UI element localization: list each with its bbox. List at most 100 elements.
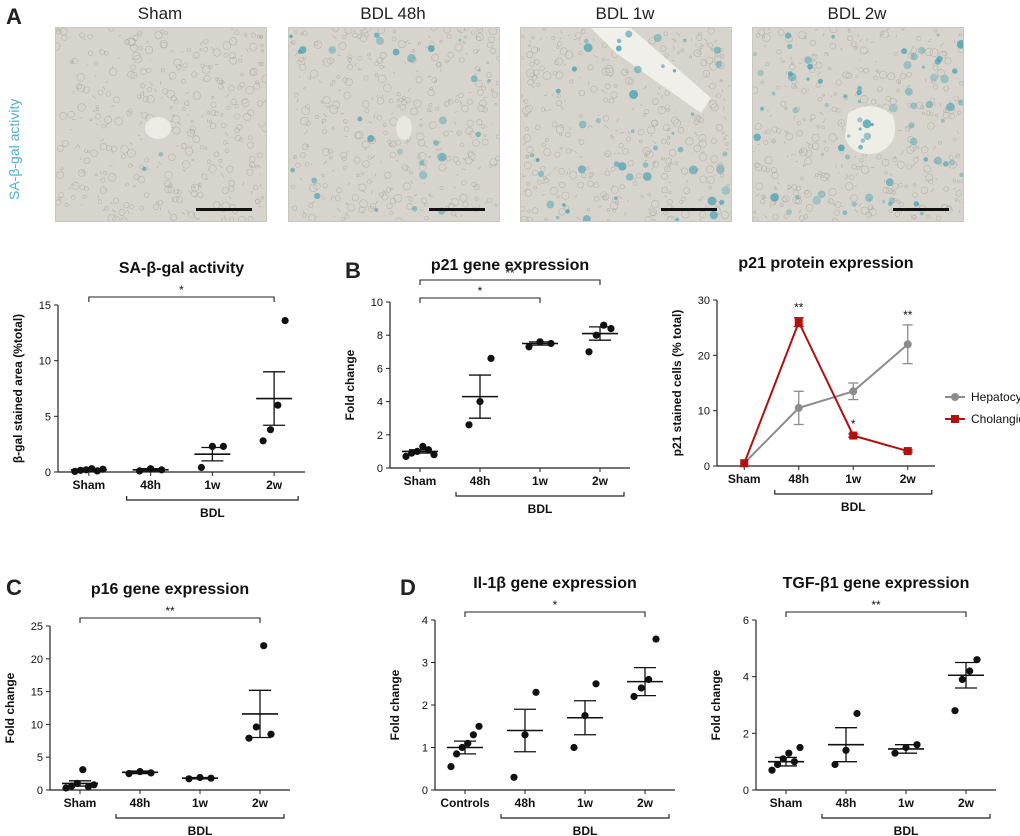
significance-label: ** [903, 308, 913, 322]
y-axis-label: p21 stained cells (% total) [670, 310, 684, 457]
group-label: BDL [573, 824, 598, 836]
stain-spots [142, 152, 164, 172]
data-point [419, 442, 427, 450]
data-point [903, 340, 912, 349]
data-point [90, 781, 98, 789]
y-tick-label: 4 [422, 615, 428, 627]
x-tick-label: Controls [440, 796, 490, 810]
significance-bracket [79, 617, 261, 623]
data-point [447, 763, 455, 771]
legend-marker [951, 415, 959, 423]
data-point [79, 766, 87, 774]
x-tick-label: 1w [577, 796, 594, 810]
y-tick-label: 0 [37, 785, 43, 797]
group-label: BDL [894, 824, 919, 836]
panel-letter-a: A [6, 4, 22, 29]
x-tick-label: 2w [637, 796, 654, 810]
y-tick-label: 0 [45, 467, 51, 479]
data-point [475, 722, 483, 730]
group-label: BDL [528, 502, 553, 516]
significance-bracket [464, 611, 646, 617]
x-tick-label: 1w [192, 796, 209, 810]
micrograph-title-bdl-48h: BDL 48h [360, 4, 426, 23]
significance-bracket [419, 279, 601, 285]
x-tick-label: Sham [73, 478, 106, 492]
group-bracket [821, 814, 991, 819]
y-tick-label: 10 [31, 719, 43, 731]
micrograph-bdl-2w [752, 27, 964, 222]
y-tick-label: 25 [31, 621, 43, 633]
chart-title: Il-1β gene expression [473, 575, 637, 592]
y-axis-label: Fold change [709, 669, 723, 740]
data-point [849, 431, 858, 440]
data-point [951, 707, 959, 715]
y-tick-label: 5 [45, 411, 51, 423]
y-tick-label: 1 [422, 743, 428, 755]
chart-p16-gene: p16 gene expression Fold change 0 5 10 15 20 25… [3, 581, 290, 836]
data-point [532, 688, 540, 696]
y-axis-label: Fold change [388, 669, 402, 740]
chart-title: p21 gene expression [431, 257, 589, 274]
significance-label: * [179, 283, 184, 297]
micrograph-title-bdl-2w: BDL 2w [827, 4, 887, 23]
data-point [600, 321, 608, 329]
micrograph-bdl-48h [288, 27, 500, 222]
chart-title: TGF-β1 gene expression [783, 575, 970, 592]
x-tick-label: 1w [845, 472, 862, 486]
scale-bar [429, 208, 485, 211]
x-tick-label: 48h [470, 474, 491, 488]
vessel-lumen [145, 117, 171, 139]
x-tick-label: 48h [836, 796, 857, 810]
y-tick-label: 2 [743, 728, 749, 740]
stain-spots [529, 30, 731, 221]
group-bracket [455, 492, 625, 497]
group-bracket [500, 814, 670, 819]
y-axis-label: Fold change [343, 349, 357, 420]
data-point [740, 459, 749, 468]
chart-sa-bgal: SA-β-gal activity β-gal stained area (%to… [11, 260, 305, 520]
group-label: BDL [188, 824, 213, 836]
legend-label: Cholangiocytes [971, 412, 1020, 426]
y-tick-label: 2 [377, 430, 383, 442]
data-point [197, 463, 205, 472]
x-tick-label: 1w [532, 474, 549, 488]
data-point [252, 723, 260, 731]
x-tick-label: 48h [515, 796, 536, 810]
y-tick-label: 5 [37, 752, 43, 764]
data-point [652, 635, 660, 643]
data-point [487, 354, 495, 362]
x-tick-label: Sham [404, 474, 437, 488]
data-point [219, 442, 227, 450]
y-tick-label: 6 [377, 363, 383, 375]
legend-marker [951, 393, 959, 401]
vessel-lumen [396, 116, 412, 140]
data-point [208, 442, 216, 450]
chart-title: p21 protein expression [738, 255, 913, 272]
chart-il1b-gene: Il-1β gene expression Fold change 0 1 2 3 4 Con… [388, 575, 675, 836]
stain-spots [753, 32, 963, 216]
panel-letter-b: B [345, 258, 361, 283]
group-label: BDL [200, 506, 225, 520]
significance-label: * [478, 284, 483, 298]
significance-label: ** [165, 604, 175, 618]
data-point [570, 743, 578, 752]
significance-label: ** [794, 301, 804, 315]
y-tick-label: 20 [698, 350, 710, 362]
chart-title: SA-β-gal activity [119, 260, 244, 277]
data-point [958, 675, 966, 684]
y-axis-label: β-gal stained area (%total) [11, 314, 25, 463]
y-tick-label: 6 [743, 615, 749, 627]
y-tick-label: 0 [377, 463, 383, 475]
data-point [245, 734, 253, 742]
y-tick-label: 0 [422, 785, 428, 797]
data-point [469, 731, 477, 739]
data-point [794, 318, 803, 327]
micrograph-bdl-1w [520, 27, 732, 222]
significance-label: * [851, 417, 856, 431]
data-point [274, 401, 282, 409]
data-point [281, 317, 289, 325]
data-point [796, 743, 804, 752]
x-tick-label: 2w [958, 796, 975, 810]
chart-tgfb1-gene: TGF-β1 gene expression Fold change 0 2 4 6 Sha… [709, 575, 996, 836]
series-line [743, 343, 909, 464]
